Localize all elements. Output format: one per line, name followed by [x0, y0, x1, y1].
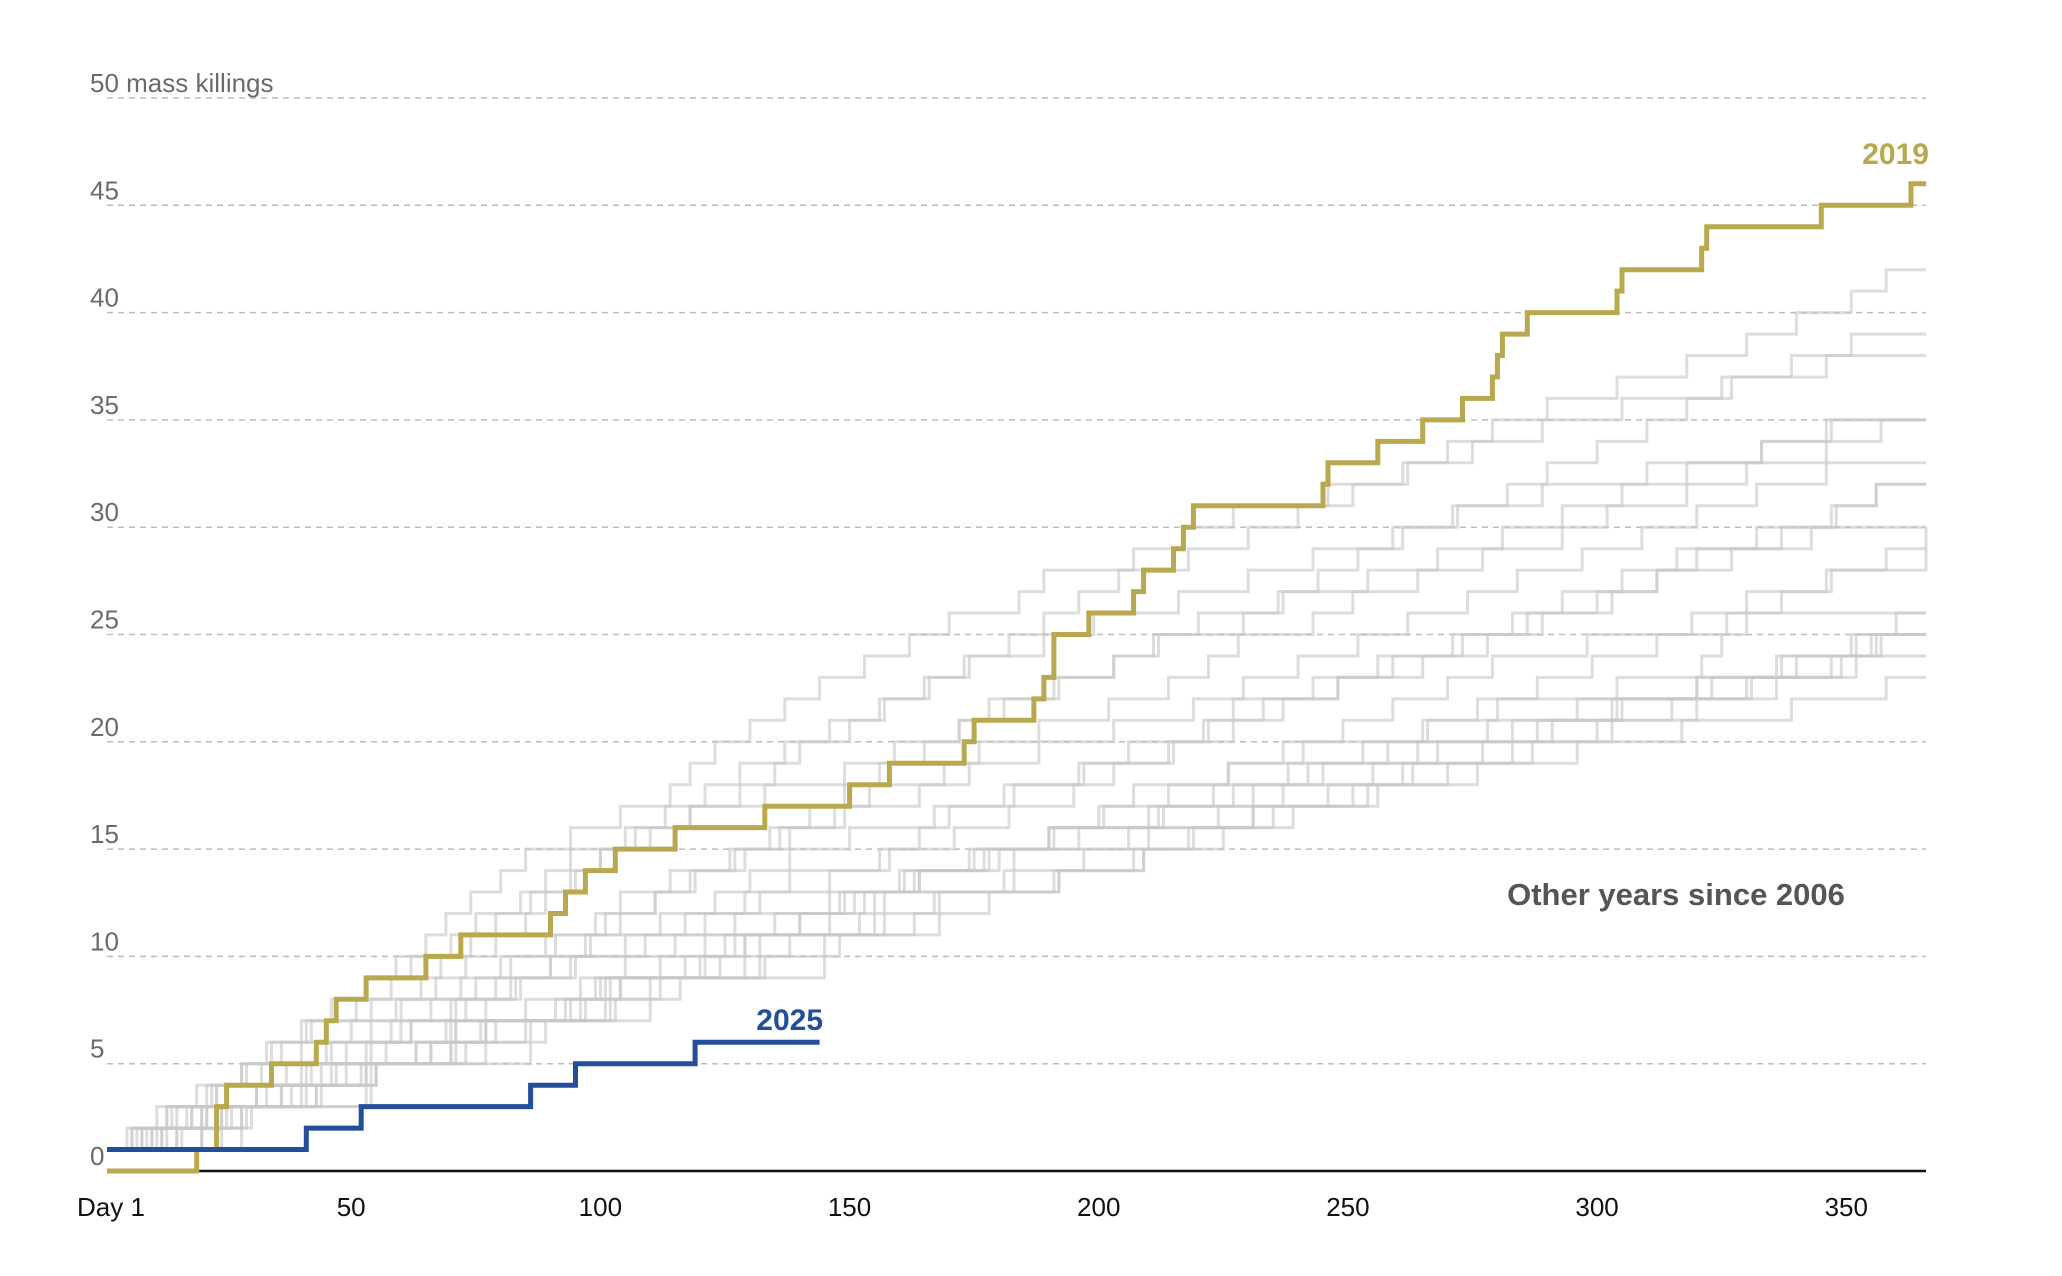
other-year-line: [107, 418, 1926, 1151]
other-year-line: [107, 482, 1926, 1151]
other-year-line: [107, 268, 1926, 1151]
other-year-line: [107, 354, 1926, 1151]
gridlines: [107, 97, 1926, 1065]
y-tick-label: 25: [90, 605, 119, 635]
other-year-line: [107, 418, 1926, 1151]
y-axis-tick-labels: 0 5 10 15 20 25 30 35 40 45 50 mass killings: [90, 68, 274, 1171]
y-tick-label: 30: [90, 497, 119, 527]
other-year-line: [107, 482, 1926, 1151]
x-tick-label: 300: [1575, 1192, 1618, 1222]
x-tick-label: 100: [579, 1192, 622, 1222]
other-years-annotation: Other years since 2006: [1507, 877, 1845, 912]
x-tick-label: Day 1: [77, 1192, 145, 1222]
y-tick-label: 40: [90, 283, 119, 313]
x-axis-tick-labels: Day 1 50 100 150 200 250 300 350: [77, 1192, 1868, 1222]
other-years-lines: [107, 268, 1928, 1151]
highlighted-years: 2019 2025: [107, 138, 1929, 1174]
series-line-2025: [107, 1039, 820, 1152]
x-tick-label: 200: [1077, 1192, 1120, 1222]
other-year-line: [107, 675, 1926, 1151]
y-tick-label: 20: [90, 712, 119, 742]
other-year-line: [107, 527, 1928, 1151]
x-tick-label: 50: [337, 1192, 366, 1222]
other-year-line: [107, 654, 1926, 1151]
y-tick-label: 0: [90, 1141, 104, 1171]
y-tick-label: 50 mass killings: [90, 68, 274, 98]
y-tick-label: 10: [90, 926, 119, 956]
y-tick-label: 35: [90, 390, 119, 420]
x-tick-label: 150: [828, 1192, 871, 1222]
x-tick-label: 350: [1825, 1192, 1868, 1222]
series-line-2019: [107, 181, 1926, 1174]
x-tick-label: 250: [1326, 1192, 1369, 1222]
series-label-2025: 2025: [756, 1004, 823, 1037]
other-year-line: [107, 418, 1926, 1151]
other-year-line: [107, 525, 1926, 1151]
series-label-2019: 2019: [1862, 138, 1929, 171]
y-tick-label: 5: [90, 1034, 104, 1064]
y-tick-label: 45: [90, 175, 119, 205]
y-tick-label: 15: [90, 819, 119, 849]
